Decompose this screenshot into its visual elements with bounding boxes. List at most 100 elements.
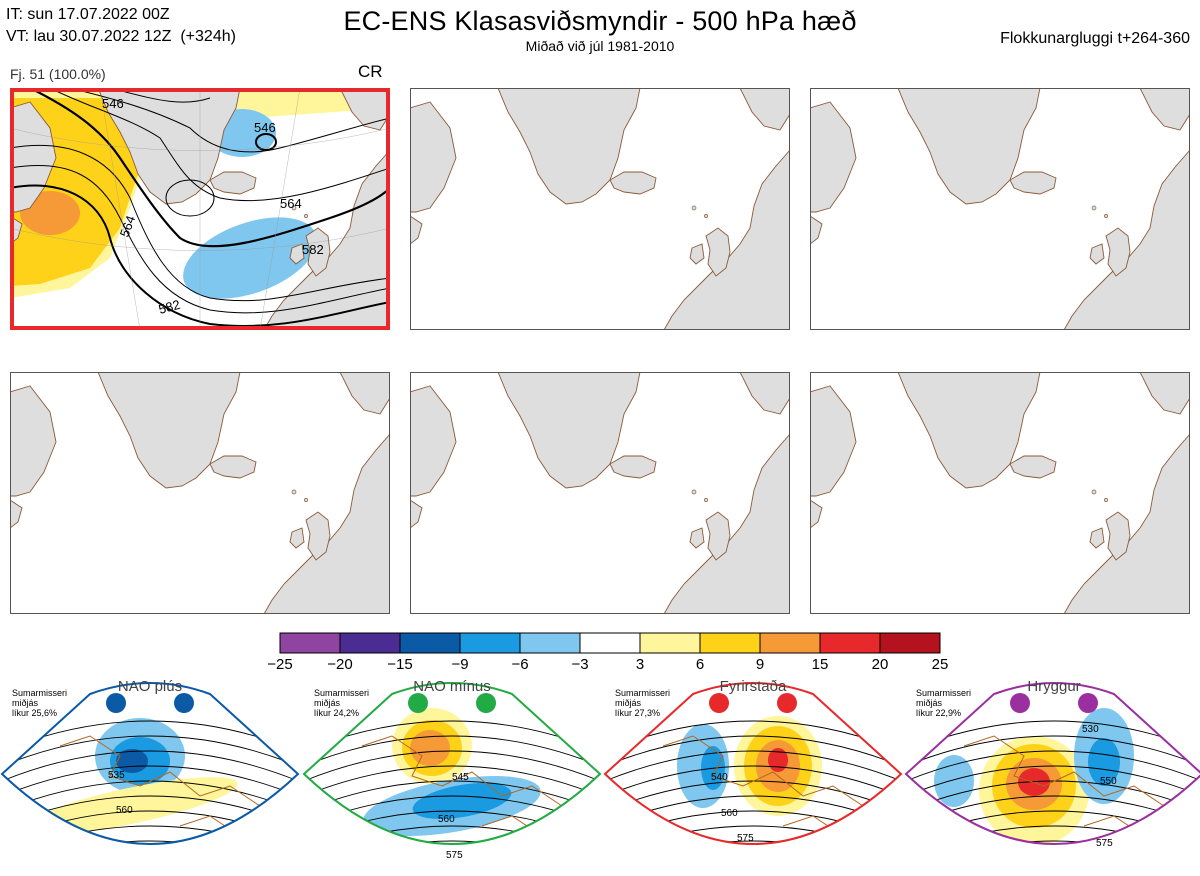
regime-outline	[603, 682, 903, 845]
regime-title: Fyrirstaða	[719, 678, 787, 695]
regime-note: Sumarmisseri miðjás líkur 22,9%	[916, 688, 972, 718]
contour-label: 575	[446, 850, 463, 861]
active-border	[10, 88, 390, 330]
regime-marker	[174, 693, 194, 713]
contour-label: 575	[1096, 838, 1113, 849]
anomaly-shading	[768, 748, 788, 772]
regime-outline	[302, 682, 602, 845]
height-contour	[605, 750, 901, 787]
colorbar-segment	[699, 632, 761, 654]
colorbar-segment	[459, 632, 521, 654]
regime-marker	[1078, 693, 1098, 713]
contour-label: 550	[1100, 776, 1117, 787]
regime-note: Sumarmisseri miðjás líkur 25,6%	[12, 688, 68, 718]
colorbar-tick-label: −20	[327, 656, 353, 673]
height-contour	[304, 750, 600, 787]
regime-title: Hryggur	[1027, 678, 1081, 695]
regime-marker	[709, 693, 729, 713]
regime-map: 545 560 575	[302, 676, 602, 871]
contour-label: 582	[157, 297, 182, 317]
cluster-map-1: 546 546 564 564 582 582	[10, 88, 390, 330]
anomaly-shading	[1088, 738, 1120, 786]
regime-code: CR	[358, 62, 383, 81]
colorbar-tick-label: −3	[571, 656, 589, 673]
it-line: IT: sun 17.07.2022 00Z	[6, 6, 170, 23]
height-contour	[605, 735, 901, 772]
regime-marker	[408, 693, 428, 713]
contour-label: 575	[737, 833, 754, 844]
cluster-map-5	[410, 372, 790, 614]
height-contour	[605, 840, 901, 844]
contour-label: 564	[117, 214, 139, 240]
colorbar-segment	[819, 632, 881, 654]
colorbar-segment	[399, 632, 461, 654]
regime-outline	[0, 682, 300, 845]
anomaly-shading	[1013, 850, 1045, 862]
colorbar-tick-label: 15	[811, 656, 829, 673]
height-contour	[906, 840, 1200, 844]
header-info: IT: sun 17.07.2022 00Z VT: lau 30.07.202…	[6, 4, 236, 48]
colorbar-tick-label: −6	[511, 656, 529, 673]
colorbar-segment	[279, 632, 341, 654]
height-contour	[906, 750, 1200, 787]
regime-title: NAO mínus	[413, 678, 491, 695]
regime-marker	[106, 693, 126, 713]
regime-map: 530 550 575	[904, 676, 1200, 871]
contour-label: 546	[102, 96, 124, 111]
cluster-map-6	[810, 372, 1190, 614]
colorbar-segment	[879, 632, 941, 654]
contour-label: 560	[438, 814, 455, 825]
height-contour	[906, 765, 1200, 802]
colorbar-segment	[339, 632, 401, 654]
colorbar-tick-label: 6	[695, 656, 705, 673]
height-contour	[605, 765, 901, 802]
colorbar-segment	[579, 632, 641, 654]
page-subtitle: Miðað við júl 1981-2010	[525, 38, 675, 54]
height-contour	[2, 825, 298, 844]
regime-marker	[1010, 693, 1030, 713]
height-contour	[2, 735, 298, 772]
cluster-label: Fj. 51 (100.0%)	[10, 66, 106, 82]
contour-label: 545	[452, 772, 469, 783]
height-contour	[304, 825, 600, 844]
colorbar-tick-label: −9	[451, 656, 469, 673]
contour-label: 560	[721, 808, 738, 819]
height-contour	[2, 840, 298, 844]
cluster-map-3	[810, 88, 1190, 330]
classification-window: Flokkunargluggi t+264-360	[1000, 30, 1190, 47]
regime-note: Sumarmisseri miðjás líkur 24,2%	[314, 688, 370, 718]
colorbar-tick-label: 3	[635, 656, 645, 673]
regime-title: NAO plús	[117, 678, 183, 695]
vt-line: VT: lau 30.07.2022 12Z (+324h)	[6, 28, 236, 45]
colorbar-segment	[759, 632, 821, 654]
contour-label: 564	[280, 196, 302, 211]
regime-outline	[904, 682, 1200, 845]
contour-label: 546	[254, 120, 276, 135]
cluster-map-2	[410, 88, 790, 330]
contour-label: 540	[711, 772, 728, 783]
height-contour	[906, 735, 1200, 772]
contour-label: 560	[116, 805, 133, 816]
height-contour	[304, 765, 600, 802]
height-contour	[304, 735, 600, 772]
colorbar-tick-label: −25	[267, 656, 293, 673]
colorbar	[279, 632, 941, 654]
colorbar-tick-label: 20	[871, 656, 889, 673]
page-title: EC-ENS Klasasviðsmyndir - 500 hPa hæð	[343, 6, 857, 36]
colorbar-segment	[519, 632, 581, 654]
regime-marker	[777, 693, 797, 713]
height-contour	[906, 825, 1200, 844]
regime-map: 540 560 575	[603, 676, 903, 871]
height-contour	[304, 840, 600, 844]
contour-label: 530	[1082, 724, 1099, 735]
contour-label: 582	[302, 242, 324, 257]
anomaly-shading	[410, 730, 450, 766]
height-contour	[2, 750, 298, 787]
regime-marker	[476, 693, 496, 713]
anomaly-shading	[1018, 768, 1050, 796]
height-contour	[2, 765, 298, 802]
colorbar-segment	[639, 632, 701, 654]
colorbar-tick-label: 9	[755, 656, 765, 673]
anomaly-shading	[22, 777, 238, 835]
regime-note: Sumarmisseri miðjás líkur 27,3%	[615, 688, 671, 718]
